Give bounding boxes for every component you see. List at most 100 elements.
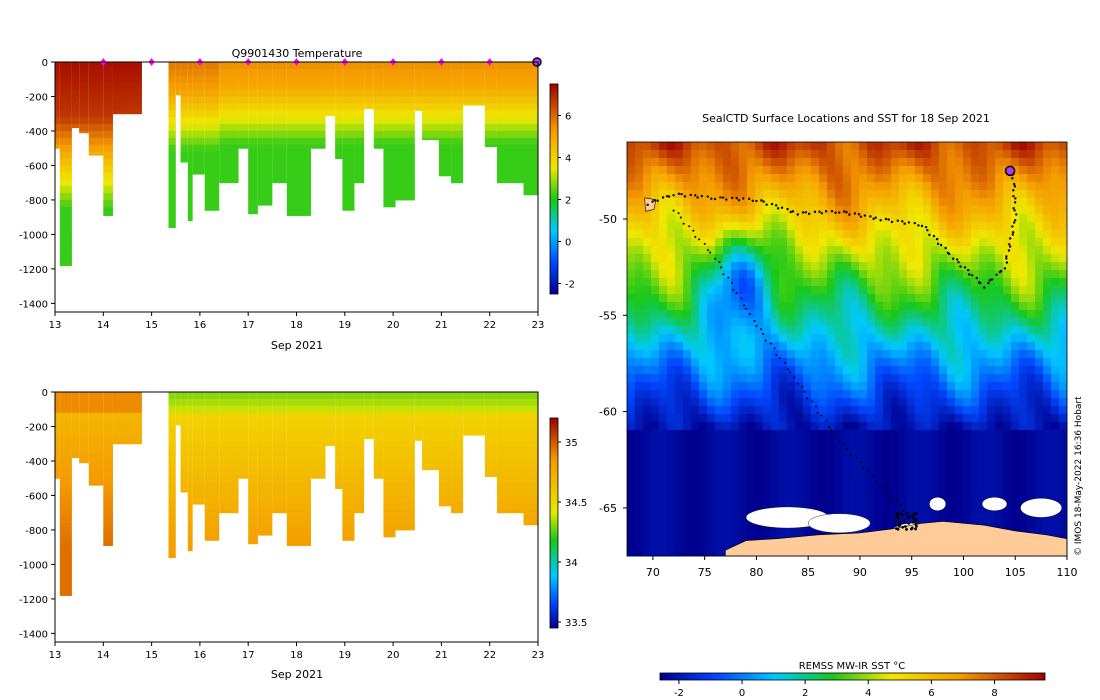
sst-cell [1059, 262, 1068, 271]
sst-cell [923, 478, 932, 487]
sst-cell [667, 310, 676, 319]
sst-cell [819, 182, 828, 191]
sst-cell [1011, 406, 1020, 415]
sst-cell [1035, 430, 1044, 439]
cast-cell [180, 89, 188, 97]
cast-cell [342, 193, 355, 201]
sst-cell [803, 494, 812, 503]
cast-cell [103, 426, 113, 434]
sst-cell [691, 390, 700, 399]
sst-cell [699, 510, 708, 519]
cast-cell [523, 454, 538, 462]
sst-cell [923, 406, 932, 415]
sst-cell [819, 462, 828, 471]
sst-cell [819, 302, 828, 311]
track-point [815, 405, 818, 408]
sst-cell [747, 174, 756, 183]
cast-cell [187, 117, 193, 125]
cast-cell [383, 186, 396, 194]
sst-cell [803, 438, 812, 447]
cast-cell [55, 137, 60, 146]
sst-cell [659, 230, 668, 239]
sst-cell [827, 478, 836, 487]
sst-cell [891, 278, 900, 287]
sst-cell [683, 246, 692, 255]
cast-cell [103, 488, 113, 496]
sst-cell [699, 350, 708, 359]
track-point [661, 196, 665, 199]
sst-cell [635, 542, 644, 551]
sst-cell [659, 254, 668, 263]
track-point [834, 434, 837, 437]
sst-cell [819, 238, 828, 247]
cast-cell [79, 75, 89, 84]
sst-cell [707, 542, 716, 551]
cast-cell [71, 103, 80, 111]
sst-cell [723, 230, 732, 239]
sst-cell [683, 206, 692, 215]
cast-cell [451, 419, 464, 427]
sst-cell [699, 278, 708, 287]
cast-cell [204, 529, 220, 538]
sst-cell [683, 238, 692, 247]
sst-cell [923, 438, 932, 447]
sst-cell [675, 550, 684, 557]
sst-cell [699, 262, 708, 271]
sst-cell [763, 334, 772, 343]
sst-cell [843, 198, 852, 207]
sst-cell [963, 358, 972, 367]
sst-cell [763, 294, 772, 303]
sst-cell [699, 230, 708, 239]
cast-cell [59, 193, 72, 201]
cast-cell [373, 467, 384, 476]
sst-cell [755, 318, 764, 327]
sst-cell [827, 222, 836, 231]
sst-cell [779, 470, 788, 479]
sst-cell [683, 286, 692, 295]
sst-cell [675, 478, 684, 487]
sst-cell [963, 142, 972, 151]
cast-cell [395, 454, 415, 462]
cast-cell [168, 474, 176, 483]
sst-cell [803, 422, 812, 431]
sst-cell [995, 246, 1004, 255]
sst-cell [627, 326, 636, 335]
sst-cell [987, 254, 996, 263]
sst-cell [691, 142, 700, 151]
cast-cell [414, 68, 423, 77]
cast-cell [168, 103, 176, 111]
sst-cell [675, 422, 684, 431]
cast-cell [438, 110, 452, 118]
cast-cell [342, 412, 355, 421]
sst-cell [867, 382, 876, 391]
sst-cell [1027, 286, 1036, 295]
sst-cell [931, 262, 940, 271]
cast-cell [79, 398, 89, 407]
cast-cell [373, 117, 384, 125]
sst-cell [1003, 478, 1012, 487]
sst-cell [811, 238, 820, 247]
sst-cell [643, 398, 652, 407]
sst-cell [955, 342, 964, 351]
sst-cell [659, 542, 668, 551]
sst-cell [739, 438, 748, 447]
sst-cell [803, 198, 812, 207]
sst-cell [1019, 262, 1028, 271]
sst-cell [811, 406, 820, 415]
sst-cell [1035, 414, 1044, 423]
sst-cell [963, 238, 972, 247]
sst-cell [627, 262, 636, 271]
sst-cell [867, 246, 876, 255]
sst-cell [995, 302, 1004, 311]
sst-cell [931, 342, 940, 351]
sst-cell [707, 430, 716, 439]
cast-cell [496, 467, 524, 476]
sst-cell [843, 470, 852, 479]
sst-cell [979, 166, 988, 175]
sst-cell [763, 206, 772, 215]
sst-cell [1043, 302, 1052, 311]
sst-cell [931, 358, 940, 367]
sst-cell [635, 238, 644, 247]
sst-cell [643, 342, 652, 351]
